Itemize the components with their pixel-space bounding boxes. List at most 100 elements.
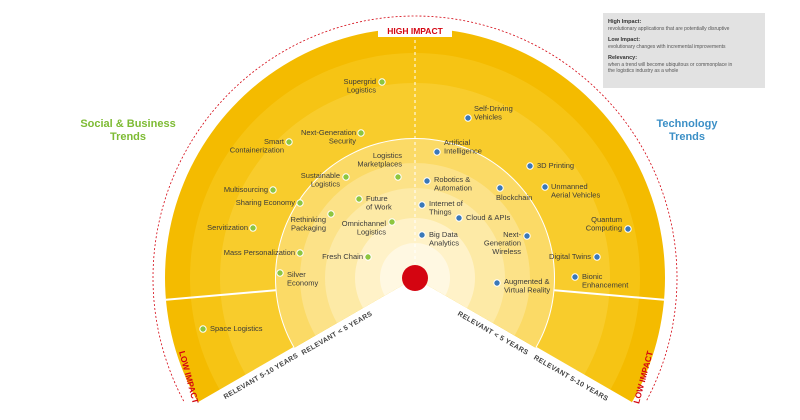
trend-label: Quantum Computing [586, 215, 622, 233]
legend-text: revolutionary applications that are pote… [608, 26, 730, 32]
trend-label: Augmented & Virtual Reality [504, 277, 550, 295]
legend-text: evolutionary changes with incremental im… [608, 44, 726, 50]
trend-label: Sustainable Logistics [301, 171, 340, 189]
sector-divider [535, 347, 633, 404]
trend-dot [493, 279, 501, 287]
high-impact-bg [378, 25, 452, 37]
trend-label: Cloud & APIs [466, 213, 510, 222]
trend-dot [541, 183, 549, 191]
trend-label: Artificial Intelligence [444, 138, 482, 156]
trend-label-line: Economy [287, 279, 319, 288]
trend-dot [269, 186, 277, 194]
trend-dot [342, 173, 350, 181]
legend-term: High Impact: [608, 19, 641, 25]
trend-label: Servitization [207, 223, 248, 232]
trend-label-line: Enhancement [582, 281, 629, 290]
trend-dot [526, 162, 534, 170]
trend-label: Internet of Things [429, 199, 464, 217]
trend-label-line: Artificial [444, 138, 471, 147]
trend-label-line: Internet of [429, 199, 464, 208]
trend-dot [199, 325, 207, 333]
high-impact-label: HIGH IMPACT [387, 26, 443, 36]
trend-label-line: Self-Driving [474, 104, 513, 113]
trend-label-line: Space Logistics [210, 324, 263, 333]
trend-label-line: Analytics [429, 239, 459, 248]
trend-label: Self-Driving Vehicles [474, 104, 513, 122]
trend-label-line: Bionic [582, 272, 603, 281]
trend-label: 3D Printing [537, 161, 574, 170]
trend-label-line: 3D Printing [537, 161, 574, 170]
trend-label: Future of Work [366, 194, 392, 212]
trend-label-line: Quantum [591, 215, 622, 224]
trend-label-line: Packaging [291, 224, 326, 233]
legend-term: Low Impact: [608, 37, 640, 43]
trend-label-line: Omnichannel [342, 219, 387, 228]
trend-label-line: Logistics [311, 180, 340, 189]
trend-label-line: Supergrid [343, 77, 376, 86]
trend-label: Omnichannel Logistics [342, 219, 387, 237]
trend-label-line: Vehicles [474, 113, 502, 122]
trend-dot [418, 201, 426, 209]
trend-label-line: Cloud & APIs [466, 213, 510, 222]
trend-label-line: Virtual Reality [504, 286, 550, 295]
trend-label-line: Computing [586, 224, 622, 233]
sector-divider [554, 289, 665, 301]
trend-label-line: Next- [503, 230, 521, 239]
trend-label: Unmanned Aerial Vehicles [551, 182, 600, 200]
trend-label: Sharing Economy [236, 198, 295, 207]
trend-label-line: Logistics [373, 151, 402, 160]
trend-label: Space Logistics [210, 324, 263, 333]
trend-label-line: Silver [287, 270, 306, 279]
trend-dot [388, 218, 396, 226]
trend-label-line: of Work [366, 203, 392, 212]
trend-dot [464, 114, 472, 122]
trend-label-line: Big Data [429, 230, 459, 239]
trend-label-line: Security [329, 137, 356, 146]
trend-label-line: Containerization [230, 146, 284, 155]
trend-dot [455, 214, 463, 222]
trend-label: Bionic Enhancement [582, 272, 629, 290]
trend-label-line: Blockchain [496, 193, 532, 202]
trend-dot [423, 177, 431, 185]
trend-label: Supergrid Logistics [343, 77, 376, 95]
right-heading: Technology Trends [657, 118, 719, 143]
trend-dot [593, 253, 601, 261]
trend-label: Rethinking Packaging [291, 215, 326, 233]
trend-label-line: Sustainable [301, 171, 340, 180]
trend-label-line: Sharing Economy [236, 198, 295, 207]
trend-label: Logistics Marketplaces [357, 151, 402, 169]
trend-label: Fresh Chain [322, 252, 363, 261]
legend-text: when a trend will become ubiquitous or c… [608, 62, 732, 68]
trend-label-line: Intelligence [444, 147, 482, 156]
trend-dot [433, 148, 441, 156]
trend-dot [496, 184, 504, 192]
trend-label-line: Automation [434, 184, 472, 193]
trend-label: Digital Twins [549, 252, 591, 261]
trend-dot [285, 138, 293, 146]
trend-label-line: Digital Twins [549, 252, 591, 261]
trend-dot [276, 269, 284, 277]
legend-text: the logistics industry as a whole [608, 68, 679, 74]
trend-label: Silver Economy [287, 270, 319, 288]
trend-label-line: Mass Personalization [224, 248, 295, 257]
trend-label-line: Future [366, 194, 388, 203]
center-dot [402, 265, 428, 291]
legend-box [603, 13, 765, 88]
trend-label: Mass Personalization [224, 248, 295, 257]
trend-label-line: Logistics [347, 86, 376, 95]
trend-dot [357, 129, 365, 137]
trend-label: Next-Generation Wireless [484, 230, 522, 256]
trend-label-line: Augmented & [504, 277, 549, 286]
trend-dot [296, 199, 304, 207]
trend-dot [394, 173, 402, 181]
trend-label-line: Wireless [492, 247, 521, 256]
trend-label-line: Next-Generation [301, 128, 356, 137]
left-heading: Social & Business Trends [80, 118, 175, 143]
sector-divider [165, 289, 276, 301]
trend-dot [355, 195, 363, 203]
trend-dot [624, 225, 632, 233]
right-heading-line: Trends [669, 131, 705, 143]
trend-label-line: Aerial Vehicles [551, 191, 600, 200]
trend-label-line: Things [429, 208, 452, 217]
